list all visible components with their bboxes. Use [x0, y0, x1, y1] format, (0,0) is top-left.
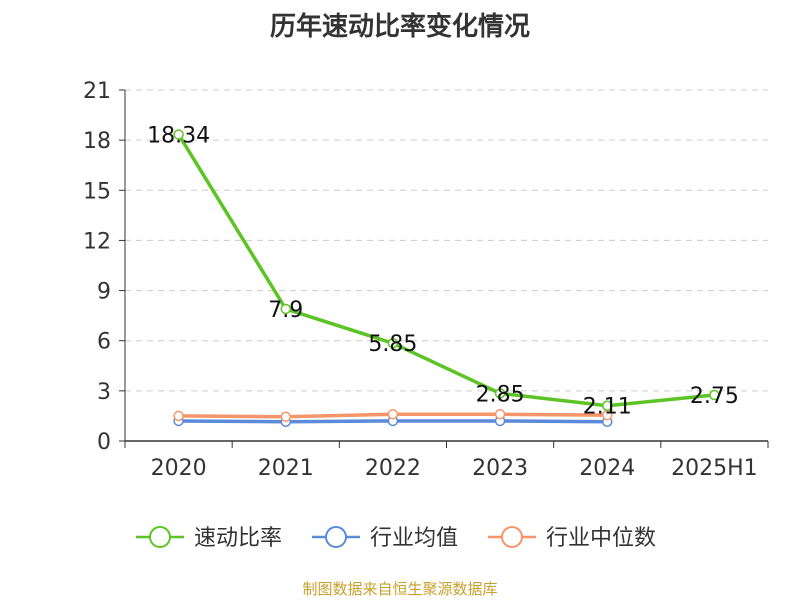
data-point	[387, 337, 399, 349]
legend-label: 行业均值	[370, 526, 458, 551]
y-tick-label: 18	[83, 129, 111, 154]
data-point	[280, 411, 291, 423]
y-tick-label: 21	[83, 79, 111, 104]
chart-title: 历年速动比率变化情况	[269, 12, 530, 42]
y-tick-label: 0	[97, 430, 111, 455]
data-point	[280, 303, 291, 315]
data-label: 2.11	[583, 395, 632, 420]
legend-item: 行业中位数	[488, 526, 656, 551]
y-tick-label: 9	[97, 280, 111, 305]
axes: 0 3 6 9 12 15 18 21 2020 2021 2022 2023 2024 2025H1	[83, 79, 769, 481]
legend-marker	[149, 526, 171, 548]
legend-item: 行业均值	[312, 526, 458, 551]
y-tick-label: 15	[83, 179, 111, 204]
data-point	[173, 129, 184, 140]
y-tick-label: 12	[83, 229, 111, 254]
x-tick-label: 2022	[365, 456, 421, 481]
source-note: 制图数据来自恒生聚源数据库	[302, 580, 498, 598]
x-tick-label: 2024	[579, 456, 635, 481]
data-label: 5.85	[368, 332, 417, 357]
data-label: 7.9	[268, 298, 303, 323]
series	[173, 129, 720, 428]
data-point	[709, 389, 720, 401]
x-tick-label: 2023	[472, 456, 528, 481]
grid-lines	[125, 89, 768, 392]
data-label: 2.75	[690, 384, 739, 409]
data-point	[494, 409, 506, 420]
data-point	[602, 400, 613, 411]
x-tick-label: 2021	[258, 456, 314, 481]
data-point	[387, 409, 399, 420]
data-point	[173, 410, 184, 422]
data-point	[494, 388, 506, 399]
legend-label: 行业中位数	[546, 526, 656, 551]
legend-item: 速动比率	[136, 526, 282, 551]
x-tick-label: 2025H1	[671, 456, 758, 481]
legend-label: 速动比率	[194, 526, 282, 551]
y-tick-label: 6	[97, 330, 111, 355]
legend-marker	[325, 526, 347, 548]
data-label: 18.34	[147, 123, 210, 148]
y-tick-label: 3	[97, 380, 111, 405]
legend: 速动比率 行业均值 行业中位数	[136, 526, 656, 551]
series-line	[177, 133, 715, 408]
data-label: 2.85	[476, 382, 525, 407]
x-tick-label: 2020	[151, 456, 207, 481]
data-labels: 18.34 7.9 5.85 2.85 2.11 2.75	[147, 123, 739, 419]
legend-marker	[501, 526, 523, 548]
